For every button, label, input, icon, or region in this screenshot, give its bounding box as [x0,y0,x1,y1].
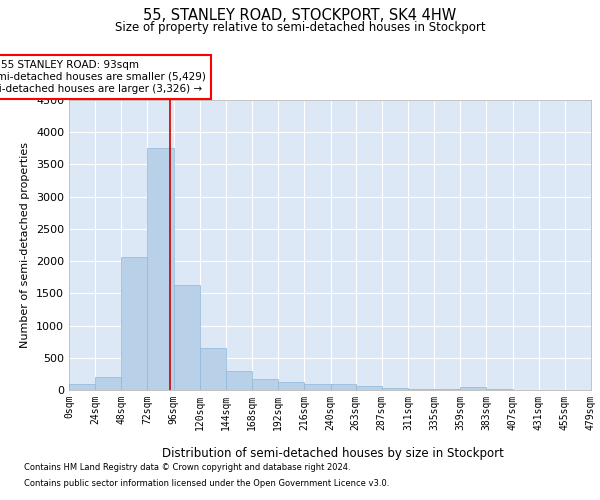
Text: Contains public sector information licensed under the Open Government Licence v3: Contains public sector information licen… [24,478,389,488]
Bar [460,387,487,390]
Bar [200,348,226,390]
Bar [408,388,434,390]
Bar [304,384,331,390]
Bar [356,386,382,390]
Bar [69,384,95,390]
Bar [173,286,200,390]
Text: Contains HM Land Registry data © Crown copyright and database right 2024.: Contains HM Land Registry data © Crown c… [24,464,350,472]
Bar [278,382,304,390]
Bar [226,370,252,390]
Text: Distribution of semi-detached houses by size in Stockport: Distribution of semi-detached houses by … [162,448,504,460]
Bar [252,379,278,390]
Y-axis label: Number of semi-detached properties: Number of semi-detached properties [20,142,31,348]
Text: 55, STANLEY ROAD, STOCKPORT, SK4 4HW: 55, STANLEY ROAD, STOCKPORT, SK4 4HW [143,8,457,22]
Bar [121,257,148,390]
Bar [331,384,356,390]
Bar [148,148,173,390]
Bar [95,377,121,390]
Bar [382,388,408,390]
Text: 55 STANLEY ROAD: 93sqm
← 61% of semi-detached houses are smaller (5,429)
38% of : 55 STANLEY ROAD: 93sqm ← 61% of semi-det… [0,60,206,94]
Text: Size of property relative to semi-detached houses in Stockport: Size of property relative to semi-detach… [115,21,485,34]
